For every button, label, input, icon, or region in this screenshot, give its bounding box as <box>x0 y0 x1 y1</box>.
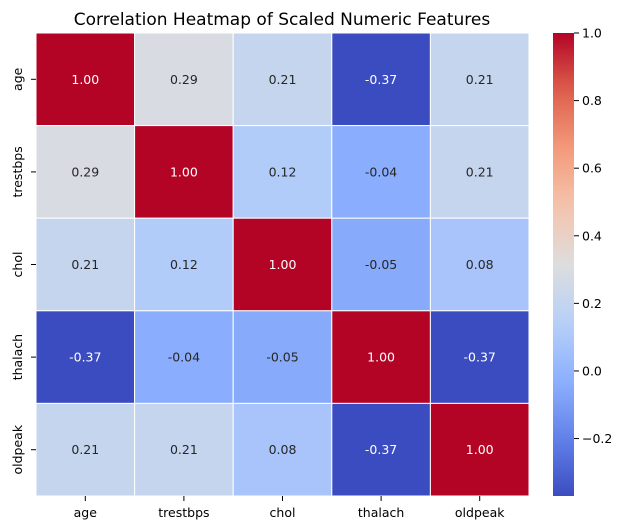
cell-value-label: -0.37 <box>464 350 496 365</box>
cell-value-label: 0.21 <box>170 442 198 457</box>
heatmap-cell-thalach-oldpeak <box>429 310 530 404</box>
heatmap-cell-chol-trestbps <box>134 217 234 312</box>
cell-value-label: 0.08 <box>269 442 297 457</box>
heatmap-cell-thalach-chol <box>232 310 333 404</box>
cell-value-label: -0.37 <box>365 442 397 457</box>
cell-value-label: 0.29 <box>71 164 99 179</box>
cell-value-label: -0.37 <box>365 72 397 87</box>
x-tick-label-trestbps: trestbps <box>158 505 209 520</box>
cell-value-label: -0.37 <box>69 350 101 365</box>
heatmap-cell-oldpeak-oldpeak <box>429 402 530 497</box>
cell-value-label: 0.12 <box>170 257 198 272</box>
cell-value-label: 1.00 <box>367 350 395 365</box>
y-tick-label-age: age <box>10 67 25 91</box>
colorbar-tick-label: 0.0 <box>582 363 602 378</box>
colorbar-tick-label: 0.6 <box>582 161 602 176</box>
y-tick-label-thalach: thalach <box>10 334 25 380</box>
colorbar <box>553 33 574 496</box>
heatmap-cell-oldpeak-trestbps <box>134 402 234 497</box>
heatmap-cell-age-thalach <box>331 32 431 127</box>
heatmap-cell-trestbps-chol <box>232 125 333 219</box>
heatmap-cell-trestbps-oldpeak <box>429 125 530 219</box>
cell-value-label: 0.21 <box>466 72 494 87</box>
heatmap-cell-chol-oldpeak <box>429 217 530 312</box>
heatmap-cell-oldpeak-chol <box>232 402 333 497</box>
x-tick-label-chol: chol <box>270 505 296 520</box>
cell-value-label: 0.08 <box>466 257 494 272</box>
cell-value-label: 0.21 <box>71 257 99 272</box>
heatmap-cell-age-oldpeak <box>429 32 530 127</box>
heatmap-cell-oldpeak-age <box>35 402 136 497</box>
cell-value-label: 0.21 <box>466 164 494 179</box>
cell-value-label: -0.05 <box>266 350 298 365</box>
cell-value-label: -0.04 <box>365 164 397 179</box>
colorbar-tick-label: −0.2 <box>582 431 612 446</box>
chart-title: Correlation Heatmap of Scaled Numeric Fe… <box>74 10 491 30</box>
colorbar-tick-label: 0.4 <box>582 228 602 243</box>
x-tick-label-thalach: thalach <box>358 505 404 520</box>
cell-value-label: -0.04 <box>168 350 200 365</box>
y-tick-label-chol: chol <box>10 252 25 278</box>
heatmap-cell-age-age <box>35 32 136 127</box>
x-tick-label-oldpeak: oldpeak <box>455 505 505 520</box>
cell-value-label: 0.21 <box>269 72 297 87</box>
cell-value-label: -0.05 <box>365 257 397 272</box>
y-tick-label-oldpeak: oldpeak <box>10 424 25 474</box>
colorbar-tick-label: 0.2 <box>582 296 602 311</box>
heatmap-cell-chol-chol <box>232 217 333 312</box>
x-tick-label-age: age <box>74 505 98 520</box>
cell-value-label: 0.29 <box>170 72 198 87</box>
heatmap-cell-chol-thalach <box>331 217 431 312</box>
heatmap-cell-thalach-thalach <box>331 310 431 404</box>
cell-value-label: 1.00 <box>170 164 198 179</box>
colorbar-tick-label: 1.0 <box>582 26 602 41</box>
cell-value-label: 1.00 <box>466 442 494 457</box>
heatmap-cell-trestbps-age <box>35 125 136 219</box>
y-tick-label-trestbps: trestbps <box>10 146 25 197</box>
cell-value-label: 0.12 <box>269 164 297 179</box>
colorbar-tick-label: 0.8 <box>582 93 602 108</box>
heatmap-cell-thalach-trestbps <box>134 310 234 404</box>
cell-value-label: 1.00 <box>269 257 297 272</box>
cell-value-label: 1.00 <box>71 72 99 87</box>
heatmap-cell-age-chol <box>232 32 333 127</box>
heatmap-cell-age-trestbps <box>134 32 234 127</box>
cell-value-label: 0.21 <box>71 442 99 457</box>
